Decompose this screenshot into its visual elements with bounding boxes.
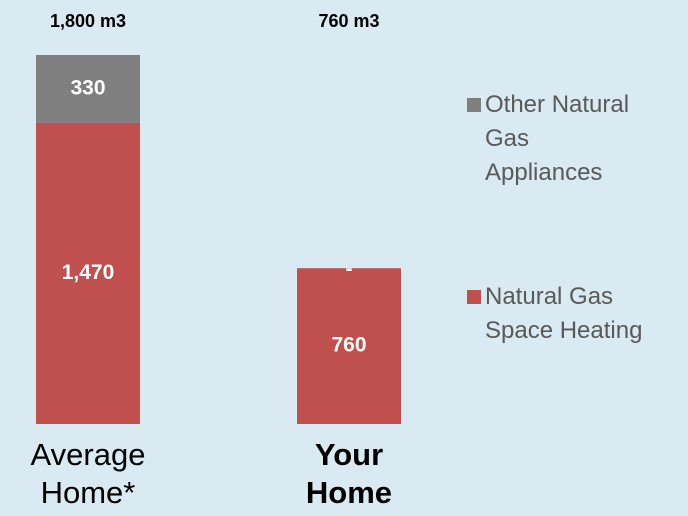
data-label: 1,470 [62,261,115,284]
bar-segment [297,268,401,424]
data-label: 330 [70,76,105,99]
bar-segment [36,55,140,123]
bar-segment [36,122,140,425]
x-tick-label: Average Home* [30,437,146,510]
x-tick-label: Your Home [305,437,393,510]
total-label: 760 m3 [318,11,379,31]
total-label: 1,800 m3 [50,11,126,31]
data-label: - [346,258,353,281]
legend-swatch [467,98,481,112]
legend-label: Other Natural Gas Appliances [485,91,630,186]
data-label: 760 [331,334,366,357]
legend-label: Natural Gas Space Heating [485,283,643,344]
legend-swatch [467,290,481,304]
